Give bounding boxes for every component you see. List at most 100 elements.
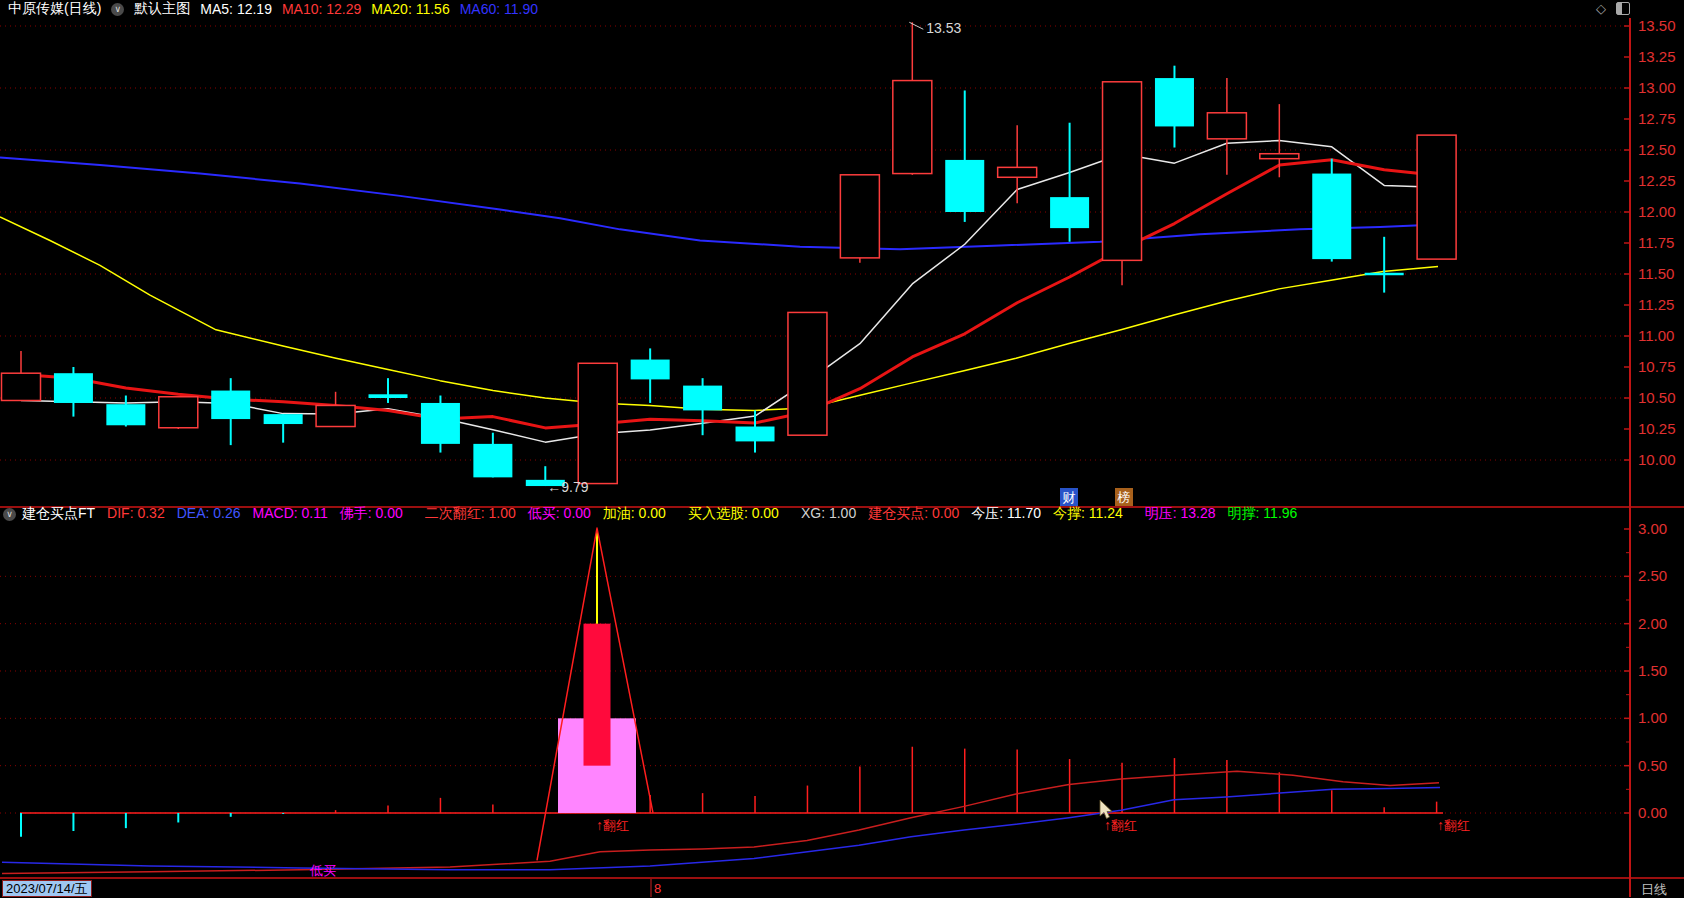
- indicator-value: 明压: 13.28: [1145, 505, 1216, 523]
- main-axis-label: 11.50: [1638, 265, 1674, 282]
- high-annotation: 13.53: [926, 20, 961, 36]
- watermark-text: 财: [1063, 490, 1076, 505]
- indicator-value: MACD: 0.11: [253, 505, 328, 523]
- sub-axis-label: 0.50: [1638, 757, 1667, 774]
- main-axis-label: 13.50: [1638, 17, 1676, 34]
- candle-body-down: [473, 444, 512, 477]
- candle-body-down: [106, 404, 145, 425]
- candle-body-up: [1260, 154, 1299, 159]
- stock-chart-window: 13.50 13.25 13.00 12.75 12.50 12.25 12.00 11.75…: [0, 0, 1684, 898]
- ma20-line: [0, 217, 1438, 410]
- main-axis-label: 12.50: [1638, 141, 1676, 158]
- low-annotation: ←9.79: [547, 479, 588, 495]
- layout-selector[interactable]: 默认主图: [134, 0, 190, 18]
- main-axis-label: 10.50: [1638, 389, 1676, 406]
- indicator-value: DEA: 0.26: [177, 505, 241, 523]
- dea-line: [2, 787, 1440, 869]
- candle-body-down: [945, 160, 984, 212]
- candle-body-down: [1050, 197, 1089, 228]
- candle-body-down: [1312, 174, 1351, 260]
- candle-body-up: [316, 405, 355, 426]
- candle-body-up: [1207, 113, 1246, 139]
- ma-value-labels: MA5: 12.19 MA10: 12.29 MA20: 11.56 MA60: 11…: [190, 1, 538, 17]
- fanhong-label: ↑翻红: [1104, 817, 1137, 833]
- stock-title: 中原传媒(日线): [8, 0, 101, 18]
- indicator-value: 二次翻红: 1.00: [425, 505, 516, 523]
- main-axis-label: 11.75: [1638, 234, 1674, 251]
- indicator-value: 佛手: 0.00: [340, 505, 403, 523]
- indicator-header: ∨ 建仓买点FT DIF: 0.32 DEA: 0.26 MACD: 0.11 佛手:…: [0, 506, 1684, 522]
- main-axis-label: 10.25: [1638, 420, 1676, 437]
- sub-axis-label: 1.50: [1638, 662, 1667, 679]
- indicator-value: DIF: 0.32: [107, 505, 165, 523]
- fanhong-label: ↑翻红: [596, 817, 629, 833]
- sub-axis-label: 3.00: [1638, 520, 1667, 537]
- ma-label: MA20: 11.56: [371, 1, 449, 17]
- ma-label: MA10: 12.29: [282, 1, 361, 17]
- sub-axis-label: 1.00: [1638, 709, 1667, 726]
- indicator-name[interactable]: 建仓买点FT: [22, 505, 95, 523]
- candle-body-down: [1365, 273, 1404, 275]
- main-axis-label: 10.00: [1638, 451, 1676, 468]
- indicator-value: 今压: 11.70: [971, 505, 1041, 523]
- chart-canvas: 13.50 13.25 13.00 12.75 12.50 12.25 12.00 11.75…: [0, 0, 1684, 898]
- indicator-value: 买入选股: 0.00: [688, 505, 779, 523]
- diamond-icon[interactable]: ◇: [1596, 1, 1606, 16]
- sub-axis-label: 0.00: [1638, 804, 1667, 821]
- indicator-value: 建仓买点: 0.00: [868, 505, 959, 523]
- candle-body-up: [159, 397, 198, 428]
- main-axis-label: 11.25: [1638, 296, 1674, 313]
- candle-body-down: [54, 373, 93, 403]
- candle-body-up: [578, 363, 617, 483]
- date-cell[interactable]: 2023/07/14/五: [2, 880, 92, 897]
- candle-body-up: [2, 373, 41, 400]
- ma60-line: [0, 157, 1438, 249]
- candle-body-up: [998, 167, 1037, 177]
- candle-body-down: [683, 386, 722, 411]
- indicator-value: 加油: 0.00: [603, 505, 666, 523]
- candle-body-down: [264, 414, 303, 424]
- main-axis-label: 13.00: [1638, 79, 1676, 96]
- high-annotation-arrow: [909, 22, 923, 29]
- candle-body-up: [788, 312, 827, 435]
- indicator-value: 明撑: 11.96: [1228, 505, 1298, 523]
- candle-body-down: [211, 391, 250, 420]
- fanhong-label: ↑翻红: [1437, 817, 1470, 833]
- dif-line: [2, 771, 1439, 873]
- watermark-text: 榜: [1117, 490, 1131, 505]
- mouse-cursor: [1100, 800, 1112, 819]
- title-bar: 中原传媒(日线) ∨ 默认主图 MA5: 12.19 MA10: 12.29 MA2…: [0, 0, 1684, 18]
- sub-axis-label: 2.00: [1638, 615, 1667, 632]
- ma10-line: [21, 160, 1437, 428]
- ma-label: MA5: 12.19: [200, 1, 272, 17]
- candle-body-down: [421, 403, 460, 444]
- indicator-chevron-icon[interactable]: ∨: [3, 508, 16, 521]
- signal-bar-red: [584, 624, 611, 766]
- main-axis-label: 12.25: [1638, 172, 1676, 189]
- main-axis-label: 12.75: [1638, 110, 1676, 127]
- candle-body-down: [369, 394, 408, 398]
- indicator-values: DIF: 0.32 DEA: 0.26 MACD: 0.11 佛手: 0.00 二次翻红…: [95, 505, 1297, 523]
- candle-body-down: [631, 360, 670, 380]
- titlebar-icons: ◇: [1596, 1, 1630, 16]
- dimai-label: 低买: [309, 863, 336, 878]
- candle-body-up: [1103, 82, 1142, 261]
- pane-toggle-icon[interactable]: [1616, 2, 1630, 15]
- main-axis-label: 11.00: [1638, 327, 1674, 344]
- indicator-value: XG: 1.00: [801, 505, 856, 523]
- main-axis-label: 10.75: [1638, 358, 1676, 375]
- candle-body-up: [893, 81, 932, 174]
- ma-label: MA60: 11.90: [460, 1, 538, 17]
- main-axis-label: 12.00: [1638, 203, 1676, 220]
- main-axis-label: 13.25: [1638, 48, 1676, 65]
- indicator-value: 低买: 0.00: [528, 505, 591, 523]
- period-label[interactable]: 日线: [1641, 881, 1667, 898]
- candle-body-up: [840, 175, 879, 258]
- sub-axis-label: 2.50: [1638, 567, 1667, 584]
- candle-body-up: [1417, 135, 1456, 259]
- candle-body-down: [736, 427, 775, 442]
- chevron-down-icon[interactable]: ∨: [111, 3, 124, 16]
- status-bar: 2023/07/14/五 日线: [0, 878, 1684, 898]
- indicator-value: 今撑: 11.24: [1053, 505, 1123, 523]
- candle-body-down: [1155, 78, 1194, 126]
